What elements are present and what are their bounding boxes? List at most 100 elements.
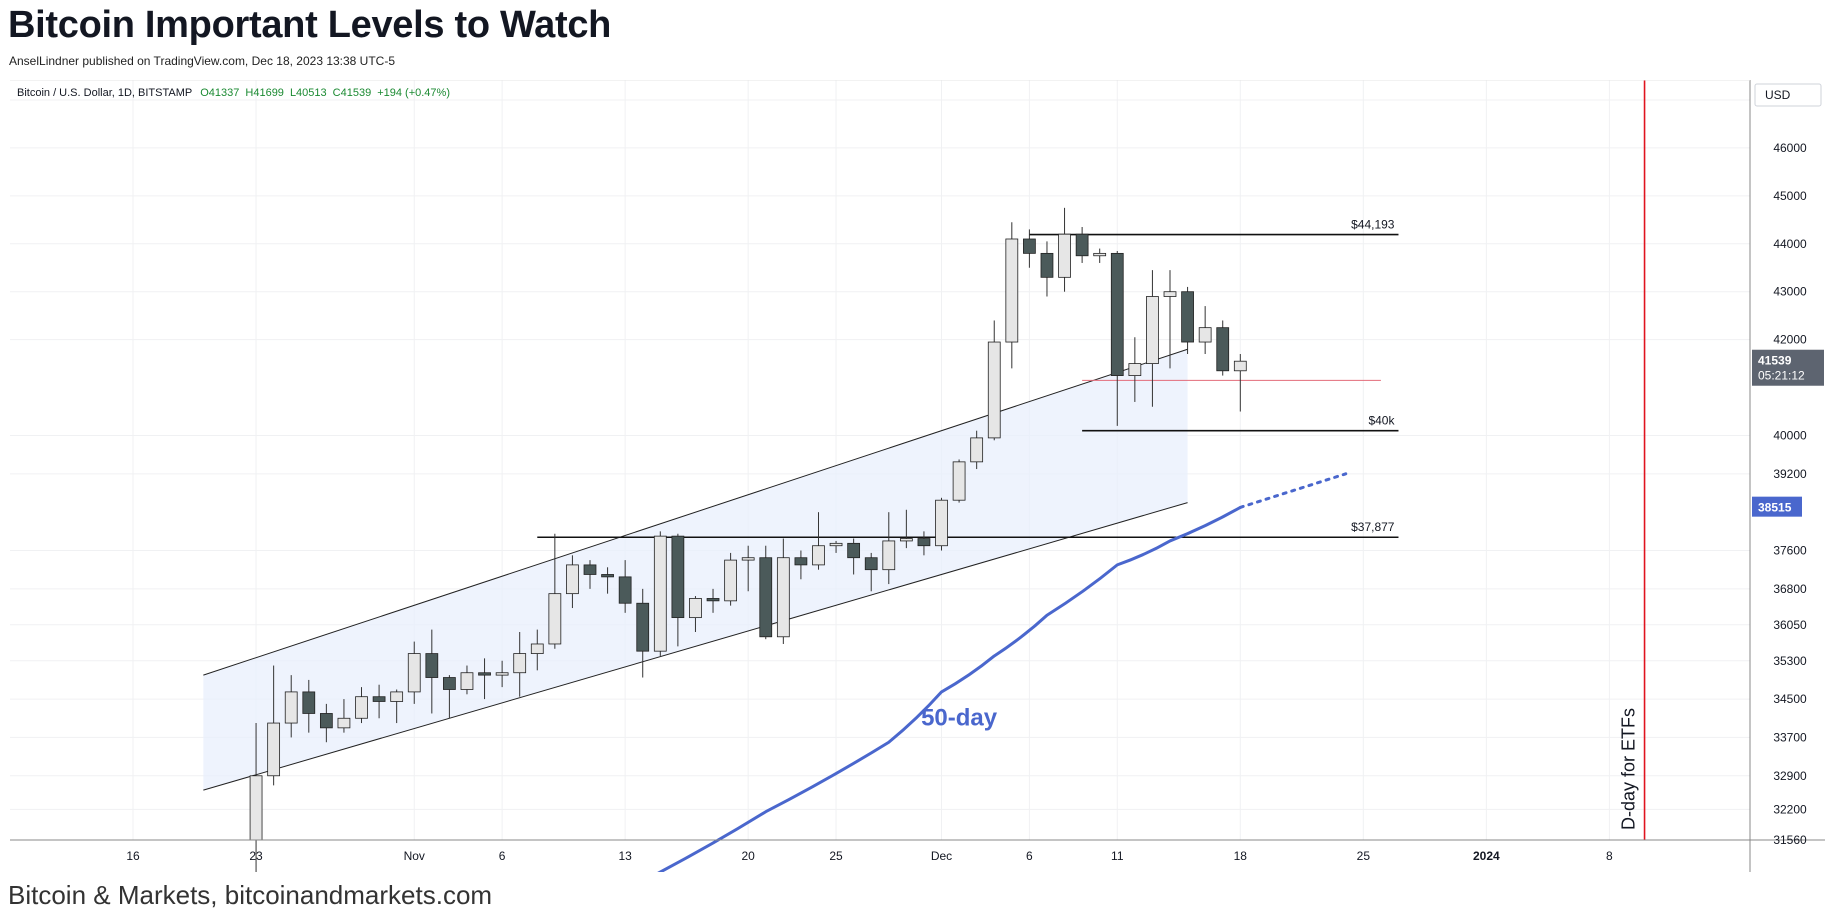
page-title: Bitcoin Important Levels to Watch (8, 4, 612, 46)
price-tick-label: 33700 (1773, 730, 1807, 744)
candle-body (566, 564, 579, 595)
candle-body (636, 602, 650, 652)
candle-body (952, 461, 966, 501)
legend-high: H41699 (245, 87, 284, 99)
candle-body (847, 542, 861, 559)
chart-frame[interactable]: $44,193 $40k $37,877 50-day D-day for ETFs… (10, 79, 1825, 896)
ma-price-tag (1752, 496, 1802, 517)
candle (1040, 241, 1054, 297)
candle (970, 430, 984, 470)
candle-body (1216, 327, 1230, 372)
candle-body (284, 691, 298, 724)
time-tick-label: 8 (1606, 849, 1613, 863)
candle (1198, 306, 1212, 355)
candle (653, 531, 667, 656)
ma-projection (1238, 472, 1348, 509)
candle (1163, 270, 1177, 369)
candle-body (355, 696, 368, 719)
candle (847, 538, 861, 575)
candle-body (1233, 360, 1247, 372)
candle-body (653, 535, 667, 652)
candle-body (882, 540, 896, 571)
price-tick-label: 46000 (1773, 141, 1807, 155)
candle (689, 596, 702, 632)
level-label: $44,193 (1351, 218, 1395, 232)
candle (1005, 222, 1019, 369)
candle (284, 675, 298, 738)
currency-box (1754, 83, 1822, 107)
candle-body (970, 437, 984, 463)
candle (636, 588, 650, 678)
candle-body (829, 542, 843, 547)
legend-open: O41337 (200, 87, 239, 99)
candle (935, 497, 948, 551)
candle (794, 550, 808, 580)
candle (724, 552, 737, 606)
time-tick-label: Nov (404, 849, 425, 863)
price-tick-label: 40000 (1773, 428, 1807, 442)
candle-body (601, 574, 614, 578)
candle (829, 540, 843, 553)
time-tick-label: 13 (618, 849, 632, 863)
candle (1110, 250, 1124, 426)
legend-symbol: Bitcoin / U.S. Dollar, 1D, BITSTAMP (17, 87, 192, 99)
candle-body (337, 717, 351, 729)
candle-body (407, 653, 421, 693)
candle (776, 538, 790, 644)
price-tick-label: 32200 (1773, 802, 1807, 816)
candle (566, 555, 579, 609)
candle (706, 588, 720, 613)
candle-body (267, 722, 281, 777)
candle (1093, 248, 1107, 263)
candle (882, 512, 896, 585)
price-tick-label: 36800 (1773, 582, 1807, 596)
price-tick-label: 44000 (1773, 237, 1807, 251)
candle (355, 687, 368, 724)
candle-body (513, 653, 527, 674)
candle (1023, 229, 1036, 268)
candle (372, 684, 386, 719)
candle-body (1198, 327, 1212, 343)
candle (302, 679, 316, 733)
price-chart[interactable]: $44,193 $40k $37,877 50-day D-day for ETFs… (10, 79, 1825, 896)
time-tick-label: 25 (829, 849, 843, 863)
ma-price-value: 38515 (1758, 501, 1792, 515)
candle (741, 545, 755, 592)
candle-body (249, 775, 263, 841)
candle (1075, 227, 1089, 263)
candle-body (1005, 238, 1019, 343)
level-label: $40k (1368, 414, 1395, 428)
candle (1233, 354, 1247, 412)
time-tick-label: 6 (1026, 849, 1033, 863)
last-price-value: 41539 (1758, 354, 1792, 368)
candle-body (812, 545, 825, 566)
time-tick-label: 18 (1234, 849, 1248, 863)
candle (601, 567, 614, 594)
price-tick-label: 45000 (1773, 189, 1807, 203)
candle-body (1181, 291, 1194, 343)
candle (812, 512, 825, 570)
channel-upper-line (203, 348, 1188, 676)
ma-label: 50-day (921, 704, 998, 731)
candle (1181, 286, 1194, 355)
price-tick-label: 36050 (1773, 618, 1807, 632)
price-tick-label: 39200 (1773, 467, 1807, 481)
candle (478, 658, 491, 700)
candle (548, 533, 562, 649)
candle-body (1128, 363, 1142, 376)
candle (425, 629, 439, 714)
candle-body (478, 672, 491, 676)
candle (987, 320, 1001, 441)
candle-body (443, 677, 456, 690)
candle (671, 533, 685, 647)
candle-body (935, 499, 948, 547)
level-label: $37,877 (1351, 520, 1395, 534)
candle (952, 459, 966, 503)
candle-body (724, 559, 737, 602)
candle-body (987, 341, 1001, 439)
candle-body (1163, 291, 1177, 297)
candle-body (864, 557, 878, 571)
time-tick-label: 16 (126, 849, 140, 863)
candle-body (671, 535, 685, 619)
last-price-tag (1752, 349, 1824, 386)
